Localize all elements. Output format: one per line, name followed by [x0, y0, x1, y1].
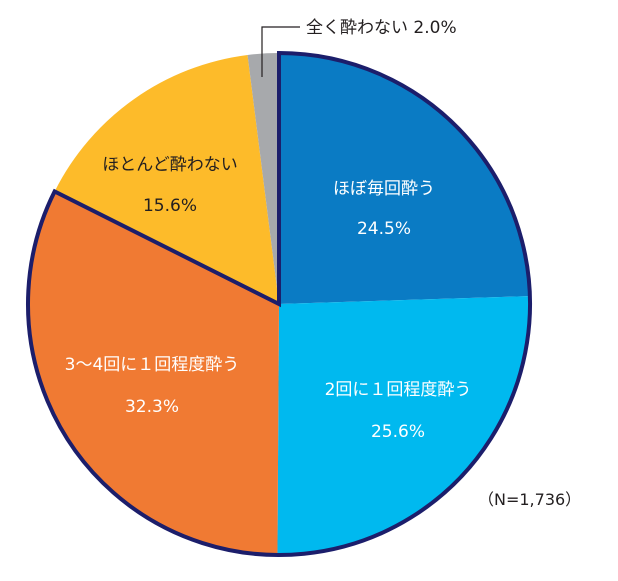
highlight-outline — [26, 50, 532, 557]
slice-value-every-3-4: 32.3% — [125, 397, 179, 417]
pie-slice — [247, 53, 279, 304]
slice-value-every-time: 24.5% — [357, 219, 411, 239]
pie-slice — [279, 53, 530, 304]
pie-slice — [28, 191, 279, 555]
sample-size-note: （N=1,736） — [478, 490, 582, 509]
callout-leader-line — [261, 26, 300, 77]
slice-value-every-2: 25.6% — [371, 422, 425, 442]
slice-label-every-3-4: 3～4回に１回程度酔う — [65, 355, 240, 375]
slice-label-rarely: ほとんど酔わない — [102, 155, 238, 175]
slice-label-every-2: 2回に１回程度酔う — [325, 380, 472, 400]
pie-slice — [54, 54, 280, 304]
slice-value-rarely: 15.6% — [143, 196, 197, 216]
slice-label-every-time: ほぼ毎回酔う — [333, 179, 435, 199]
callout-label-never: 全く酔わない 2.0% — [306, 18, 457, 38]
pie-slices — [28, 53, 530, 555]
pie-slice — [277, 296, 530, 555]
